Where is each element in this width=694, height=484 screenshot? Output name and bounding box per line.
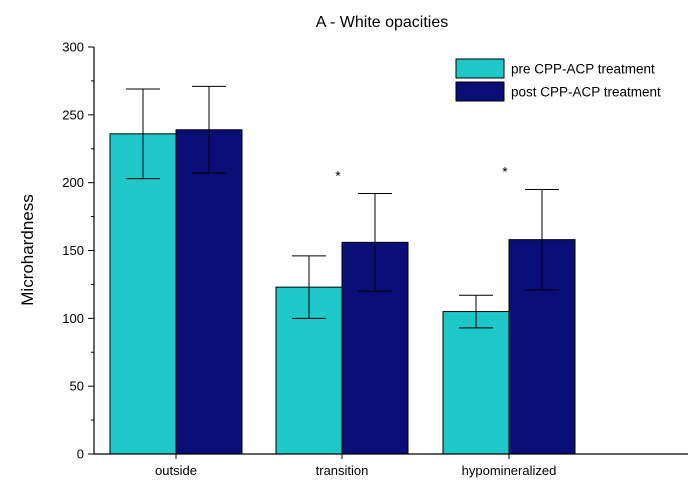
significance-marker-transition: * (335, 168, 341, 184)
y-tick-label-150: 150 (62, 243, 84, 258)
y-axis-title: Microhardness (18, 194, 37, 306)
y-tick-label-250: 250 (62, 107, 84, 122)
legend-label: post CPP-ACP treatment (511, 85, 661, 100)
y-tick-label-300: 300 (62, 40, 84, 55)
axes-layer: 0 50 100 150 200 250 300 outside transition hypom… (62, 40, 688, 478)
significance-marker-hypomineralized: * (502, 163, 508, 179)
error-bar-pre-hypomineralized (459, 294, 493, 329)
bar-pre-outside (109, 133, 177, 455)
annotations-layer: * * (335, 163, 508, 183)
y-tick-label-100: 100 (62, 311, 84, 326)
error-bar-pre-transition (292, 255, 326, 319)
bar-pre-hypomineralized (442, 311, 510, 455)
error-bar-post-hypomineralized (525, 188, 559, 291)
legend: pre CPP-ACP treatment post CPP-ACP treatm… (455, 58, 661, 102)
error-bar-pre-outside (126, 88, 160, 180)
x-tick-label-hypomineralized: hypomineralized (462, 463, 557, 478)
y-tick-label-200: 200 (62, 175, 84, 190)
bar-post-outside (175, 129, 243, 455)
error-bar-post-transition (358, 193, 392, 292)
error-bar-post-outside (192, 85, 226, 174)
y-tick-label-0: 0 (77, 447, 84, 462)
y-tick-label-50: 50 (70, 379, 84, 394)
legend-swatch (455, 58, 505, 79)
legend-label: pre CPP-ACP treatment (511, 62, 655, 77)
error-bars-layer (126, 85, 559, 329)
legend-swatch (455, 81, 505, 102)
legend-entry-pre: pre CPP-ACP treatment (455, 58, 655, 79)
legend-entry-post: post CPP-ACP treatment (455, 81, 661, 102)
x-tick-label-transition: transition (316, 463, 369, 478)
chart-title: A - White opacities (316, 14, 449, 31)
x-tick-label-outside: outside (155, 463, 197, 478)
